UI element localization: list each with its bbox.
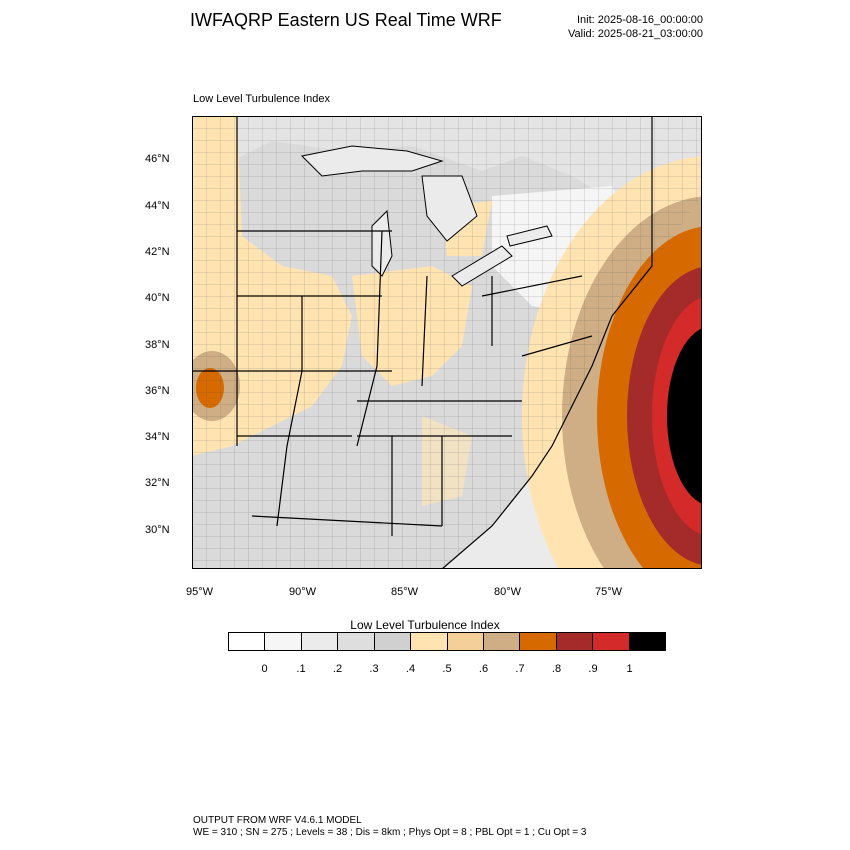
lat-tick: 34°N <box>145 431 170 443</box>
colorbar-label: .1 <box>296 663 306 675</box>
model-footer: OUTPUT FROM WRF V4.6.1 MODEL WE = 310 ; … <box>193 815 586 839</box>
state-borders <box>192 116 593 536</box>
lake-superior <box>300 145 444 177</box>
colorbar-swatch <box>555 633 593 650</box>
lon-tick: 85°W <box>391 586 419 598</box>
init-time: Init: 2025-08-16_00:00:00 <box>577 14 703 26</box>
storm-core <box>667 328 702 504</box>
lat-tick: 30°N <box>145 524 170 536</box>
lat-tick: 40°N <box>145 292 170 304</box>
valid-time: Valid: 2025-08-21_03:00:00 <box>568 28 703 40</box>
lake-huron <box>421 175 478 242</box>
colorbar-swatch <box>628 633 666 650</box>
lat-tick: 36°N <box>145 385 170 397</box>
lake-ontario <box>506 225 553 247</box>
colorbar-label: 0 <box>261 663 268 675</box>
lake-erie <box>451 245 513 287</box>
colorbar-label: .7 <box>515 663 525 675</box>
colorbar-swatch <box>337 633 374 650</box>
colorbar-label: .6 <box>478 663 489 675</box>
colorbar-title: Low Level Turbulence Index <box>350 618 500 632</box>
lat-tick: 44°N <box>145 200 170 212</box>
lon-tick: 75°W <box>595 586 623 598</box>
colorbar-swatch <box>592 633 629 650</box>
colorbar-label: .5 <box>442 663 452 675</box>
lat-tick: 42°N <box>145 246 170 258</box>
colorbar-label: .2 <box>332 663 343 675</box>
colorbar-label: .9 <box>588 663 598 675</box>
lat-tick: 32°N <box>145 477 170 489</box>
lon-tick: 80°W <box>494 586 522 598</box>
colorbar-swatch <box>373 633 411 650</box>
colorbar-swatch <box>229 633 265 650</box>
colorbar-swatch <box>264 633 301 650</box>
lat-tick: 38°N <box>145 339 170 351</box>
colorbar-swatch <box>410 633 447 650</box>
plot-title: IWFAQRP Eastern US Real Time WRF <box>190 10 502 30</box>
colorbar-swatch <box>519 633 556 650</box>
colorbar-swatch <box>482 633 520 650</box>
footer-line1: OUTPUT FROM WRF V4.6.1 MODEL <box>193 815 362 826</box>
colorbar <box>228 632 666 651</box>
colorbar-label: .3 <box>369 663 379 675</box>
footer-line2: WE = 310 ; SN = 275 ; Levels = 38 ; Dis … <box>193 827 587 838</box>
lon-tick: 90°W <box>289 586 317 598</box>
turbulence-map <box>192 116 702 569</box>
colorbar-label: 1 <box>626 663 633 675</box>
colorbar-swatch <box>300 633 338 650</box>
run-times: Init: 2025-08-16_00:00:00 Valid: 2025-08… <box>568 13 703 41</box>
colorbar-swatch <box>446 633 483 650</box>
colorbar-label: .4 <box>405 663 416 675</box>
colorbar-label: .8 <box>551 663 562 675</box>
lat-tick: 46°N <box>145 153 170 165</box>
colorbar-labels: 0 .1 .2 .3 .4 .5 .6 .7 .8 .9 1 <box>228 663 666 677</box>
field-label: Low Level Turbulence Index <box>193 93 330 105</box>
lon-tick: 95°W <box>186 586 214 598</box>
